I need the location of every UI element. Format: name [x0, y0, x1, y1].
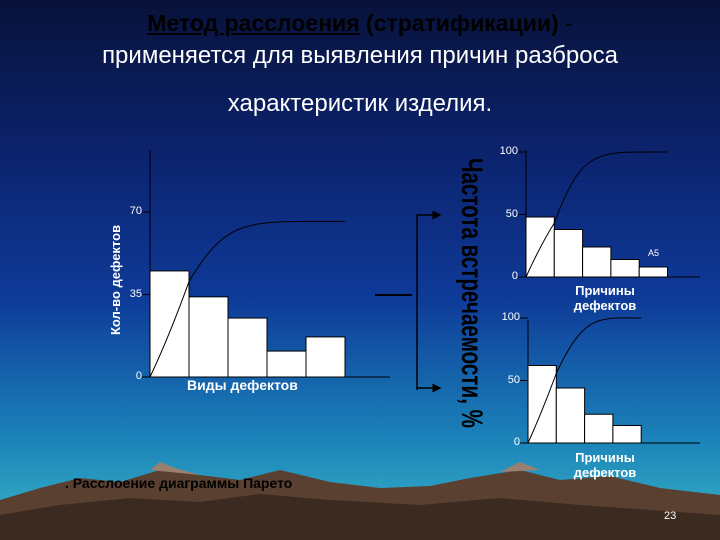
y-tick-label: 0 [135, 370, 142, 382]
x-axis-label-3: Причины дефектов [573, 450, 637, 480]
bar [584, 413, 614, 444]
title-strat: (стратификации) [359, 10, 559, 36]
bar [612, 425, 642, 444]
cumulative-curve [525, 151, 668, 278]
page-number: 23 [664, 510, 677, 522]
cumulative-curve [527, 317, 642, 444]
title-method: Метод расслоения [147, 10, 360, 36]
bar [149, 270, 190, 378]
y-tick-label: 35 [129, 287, 142, 300]
bar [638, 266, 669, 278]
bar [227, 317, 268, 378]
y-tick-label: 0 [513, 436, 520, 448]
y-tick-label: 50 [507, 373, 520, 386]
bar [305, 336, 346, 378]
title-dash: - [558, 10, 573, 36]
cumulative-curve [149, 220, 346, 378]
bar [555, 387, 586, 444]
y-tick-label: 100 [499, 145, 518, 157]
x-axis-label-1: Виды дефектов [187, 377, 298, 393]
y-tick-label: 70 [129, 205, 142, 217]
bar [266, 350, 307, 378]
bar [610, 259, 640, 278]
bar [527, 365, 557, 444]
slide-title: Метод расслоения (стратификации) - [0, 10, 720, 37]
y-tick-label: 100 [501, 311, 520, 323]
y-axis-label: Кол-во дефектов [108, 224, 123, 335]
title-line2: применяется для выявления причин разброс… [102, 42, 618, 69]
vertical-label: Частота встречаемости, % [455, 158, 488, 428]
y-tick-label: 0 [511, 270, 518, 282]
annotation-a5: A5 [648, 248, 660, 258]
y-tick-label: 50 [505, 207, 518, 220]
title-line3: характеристик изделия. [227, 90, 493, 117]
caption: . Расслоение диаграммы Парето [65, 475, 293, 491]
bar [582, 246, 612, 278]
x-axis-label-2: Причины дефектов [573, 283, 637, 313]
bar [188, 296, 229, 378]
bar [553, 229, 584, 278]
